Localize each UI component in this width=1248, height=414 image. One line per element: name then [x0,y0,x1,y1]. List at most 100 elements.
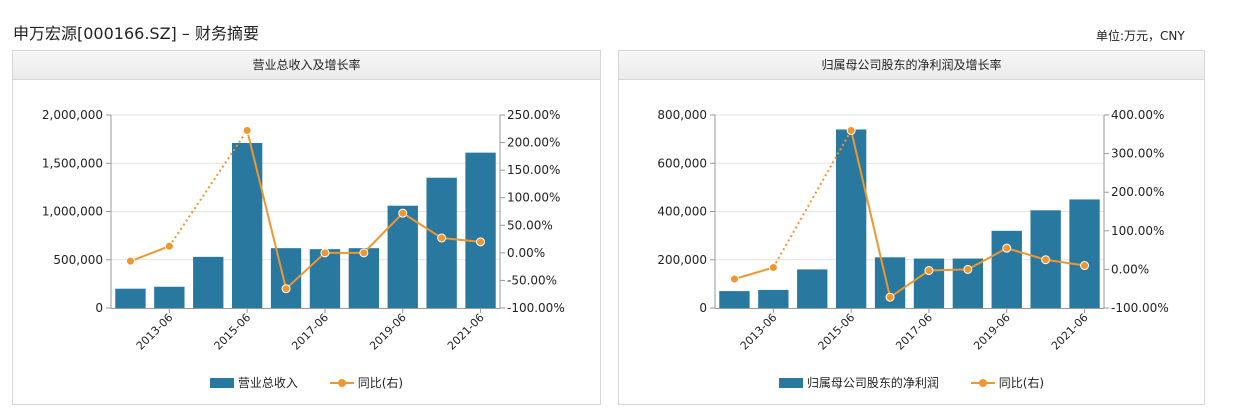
y-tick-label-right: 300.00% [1111,147,1164,161]
y-tick-label-left: 2,000,000 [42,108,103,122]
line-point [164,241,174,251]
bar [1069,199,1100,308]
line-point [885,292,895,302]
line-point [924,266,934,276]
line-segment-dotted [772,129,853,268]
line-segment [734,266,774,281]
y-tick-label-right: 100.00% [1111,224,1164,238]
line-segment-dotted [168,129,248,247]
x-tick-label: 2015-06 [212,311,254,353]
y-tick-label-right: 400.00% [1111,108,1164,122]
chart-title: 归属母公司股东的净利润及增长率 [619,51,1204,80]
bar [348,248,380,308]
legend-item-bar[interactable]: 归属母公司股东的净利润 [778,374,939,391]
line-point [242,125,252,135]
line-point [963,264,973,274]
line-segment [441,236,481,243]
bar [193,256,224,308]
x-tick-label: 2017-06 [893,311,935,353]
y-tick-label-right: 150.00% [507,163,560,177]
line-segment [363,212,404,254]
x-tick-label: 2021-06 [1049,311,1091,353]
y-tick-label-left: 1,000,000 [42,205,103,219]
legend-label: 同比(右) [998,376,1045,390]
legend-label: 营业总收入 [237,376,298,390]
y-tick-label-right: 200.00% [1111,185,1164,199]
chart-title: 营业总收入及增长率 [13,51,600,80]
y-tick-label-right: 0.00% [1111,262,1149,276]
bar [797,269,828,308]
y-tick-label-left: 200,000 [657,253,707,267]
legend-bar-swatch [209,378,234,388]
net-profit-chart: 0 200,000 400,000 600,000 800,000 -100.00% 0.0… [657,108,1169,353]
bar [231,142,263,308]
line-point [125,256,135,266]
line-point [729,274,739,284]
bar [835,129,867,308]
line-point [437,233,447,243]
line-segment [130,245,170,263]
line-segment [889,269,930,299]
y-tick-label-left: 0 [699,301,707,315]
y-tick-label-right: 250.00% [507,108,560,122]
bar [154,286,185,308]
legend-item-line[interactable]: 同比(右) [970,374,1045,391]
y-tick-label-right: -100.00% [507,301,565,315]
net-profit-chart-panel: 归属母公司股东的净利润及增长率 0 200,000 400,000 600,000 80… [618,50,1205,405]
revenue-chart: 0 500,000 1,000,000 1,500,000 2,000,000 -100.… [42,108,565,353]
line-segment [246,130,288,289]
chart-legend: 营业总收入 同比(右) [13,374,600,391]
y-tick-label-left: 500,000 [53,253,103,267]
line-point [846,125,856,135]
y-tick-label-right: 100.00% [507,191,560,205]
line-segment [285,252,326,290]
y-tick-label-left: 400,000 [657,205,707,219]
y-tick-label-right: -100.00% [1111,301,1169,315]
line-point [1080,261,1090,271]
page-title: 申万宏源[000166.SZ] – 财务摘要 [13,24,259,43]
y-tick-label-right: 0.00% [507,246,545,260]
x-tick-label: 2021-06 [445,311,487,353]
line-segment [928,268,968,272]
y-tick-label-left: 800,000 [657,108,707,122]
line-point [320,248,330,258]
bar [465,152,496,308]
x-tick-label: 2019-06 [367,311,409,353]
y-tick-label-left: 600,000 [657,156,707,170]
line-segment [1006,247,1046,261]
y-tick-label-right: 200.00% [507,136,560,150]
unit-label: 单位:万元，CNY [1096,29,1185,43]
bar [426,177,457,308]
line-point [398,208,408,218]
bar [719,291,750,308]
bar [309,249,341,308]
line-point [359,248,369,258]
legend-item-line[interactable]: 同比(右) [329,374,404,391]
x-tick-label: 2013-06 [738,311,780,353]
line-segment [402,212,443,239]
legend-label: 归属母公司股东的净利润 [806,376,939,390]
line-segment [967,247,1008,271]
x-tick-label: 2017-06 [289,311,331,353]
x-tick-label: 2015-06 [816,311,858,353]
bar [913,258,945,308]
bar [991,230,1022,308]
line-segment [1045,258,1085,267]
y-tick-label-left: 1,500,000 [42,156,103,170]
legend-item-bar[interactable]: 营业总收入 [209,374,298,391]
line-point [1041,255,1051,265]
y-tick-label-right: -50.00% [507,273,557,287]
chart-legend: 归属母公司股东的净利润 同比(右) [619,374,1204,391]
line-point [281,284,291,294]
legend-label: 同比(右) [357,376,404,390]
line-point [1002,243,1012,253]
legend-line-swatch [970,378,995,388]
legend-line-swatch [329,378,354,388]
line-point [476,237,486,247]
x-tick-label: 2019-06 [971,311,1013,353]
line-segment [850,130,892,298]
line-point [768,262,778,272]
x-tick-label: 2013-06 [134,311,176,353]
bar [115,288,146,308]
revenue-chart-panel: 营业总收入及增长率 0 500,000 1,000,000 1,500,000 2,00… [12,50,601,405]
